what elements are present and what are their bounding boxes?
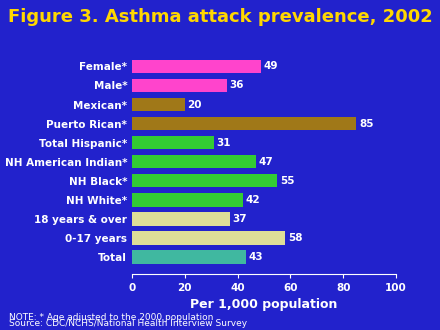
Bar bbox=[132, 250, 246, 264]
Bar bbox=[132, 98, 185, 111]
Text: 31: 31 bbox=[216, 138, 231, 148]
Text: 43: 43 bbox=[248, 252, 263, 262]
Text: 36: 36 bbox=[230, 81, 244, 90]
X-axis label: Per 1,000 population: Per 1,000 population bbox=[191, 298, 337, 312]
Text: 55: 55 bbox=[280, 176, 294, 186]
Bar bbox=[132, 117, 356, 130]
Bar bbox=[132, 79, 227, 92]
Text: 47: 47 bbox=[259, 157, 274, 167]
Bar bbox=[132, 212, 230, 226]
Text: 58: 58 bbox=[288, 233, 302, 243]
Bar bbox=[132, 155, 256, 168]
Text: 37: 37 bbox=[232, 214, 247, 224]
Text: 42: 42 bbox=[246, 195, 260, 205]
Text: 20: 20 bbox=[187, 100, 202, 110]
Bar bbox=[132, 136, 214, 149]
Bar bbox=[132, 60, 261, 73]
Bar bbox=[132, 174, 277, 187]
Text: Figure 3. Asthma attack prevalence, 2002: Figure 3. Asthma attack prevalence, 2002 bbox=[7, 8, 433, 26]
Text: 85: 85 bbox=[359, 118, 374, 129]
Text: NOTE: * Age adjusted to the 2000 population: NOTE: * Age adjusted to the 2000 populat… bbox=[9, 313, 213, 322]
Text: 49: 49 bbox=[264, 61, 279, 71]
Text: Source: CDC/NCHS/National Health Interview Survey: Source: CDC/NCHS/National Health Intervi… bbox=[9, 319, 247, 328]
Bar bbox=[132, 193, 243, 207]
Bar bbox=[132, 231, 285, 245]
